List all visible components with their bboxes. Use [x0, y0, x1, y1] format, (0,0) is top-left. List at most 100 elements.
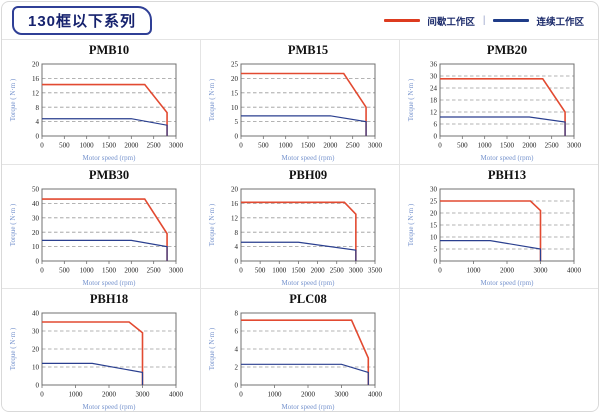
svg-text:Motor speed (rpm): Motor speed (rpm)	[83, 403, 137, 411]
svg-text:Motor speed (rpm): Motor speed (rpm)	[83, 279, 137, 287]
page-title: 130框以下系列	[28, 13, 137, 30]
svg-text:0: 0	[235, 133, 239, 141]
svg-text:20: 20	[231, 75, 239, 83]
svg-text:1000: 1000	[467, 266, 482, 274]
svg-text:3000: 3000	[534, 266, 549, 274]
svg-text:6: 6	[434, 121, 438, 129]
page-title-box: 130框以下系列	[12, 6, 153, 35]
svg-text:0: 0	[36, 257, 40, 265]
svg-text:Motor speed (rpm): Motor speed (rpm)	[282, 403, 336, 411]
svg-text:500: 500	[255, 266, 266, 274]
chart-title: PBH13	[487, 167, 527, 182]
svg-text:20: 20	[32, 61, 40, 69]
svg-text:2500: 2500	[330, 266, 345, 274]
svg-text:Motor speed (rpm): Motor speed (rpm)	[83, 154, 137, 162]
torque-speed-chart-pmb15: 0 5 10 15 20 25 0 500 1000 1500 2000 2500 3000 Motor …	[208, 61, 383, 162]
svg-text:Torque ( N·m ): Torque ( N·m )	[9, 78, 17, 121]
torque-speed-chart-pbh09: 0 4 8 12 16 20 0 500 1000 1500 2000 2500 3000 3500 Mot…	[208, 185, 383, 287]
svg-text:15: 15	[231, 89, 239, 97]
svg-text:8: 8	[235, 310, 239, 318]
svg-text:500: 500	[59, 266, 70, 274]
torque-speed-chart-pbh18: 0 10 20 30 40 0 1000 2000 3000 4000 Motor speed (r…	[9, 310, 184, 411]
svg-text:12: 12	[430, 109, 438, 117]
svg-text:Motor speed (rpm): Motor speed (rpm)	[282, 279, 336, 287]
svg-text:3000: 3000	[169, 266, 184, 274]
svg-text:3000: 3000	[368, 142, 383, 150]
svg-text:0: 0	[36, 133, 40, 141]
svg-text:2500: 2500	[147, 142, 162, 150]
svg-text:2500: 2500	[346, 142, 361, 150]
svg-text:15: 15	[430, 221, 438, 229]
intermittent-line-icon	[384, 19, 421, 22]
svg-text:4: 4	[36, 118, 40, 126]
svg-text:Torque ( N·m ): Torque ( N·m )	[407, 78, 415, 121]
svg-text:500: 500	[258, 142, 269, 150]
svg-text:0: 0	[434, 257, 438, 265]
legend-label: 连续工作区	[536, 16, 584, 28]
chart-title: PMB15	[287, 43, 329, 57]
continuous-line-icon	[493, 19, 530, 22]
chart-cell-pbh13: PBH13 0 5 10 15 20 25 30 0 1000 2000 3000 4000 Motor…	[400, 164, 598, 289]
svg-text:0: 0	[438, 142, 442, 150]
svg-text:2000: 2000	[323, 142, 338, 150]
svg-text:3000: 3000	[169, 142, 184, 150]
chart-grid: PMB10 0 4 8 12 16 20 0 500 1000 1500 2000 2500 3000 M…	[2, 39, 598, 411]
svg-text:Torque ( N·m ): Torque ( N·m )	[9, 327, 17, 370]
svg-text:16: 16	[231, 200, 239, 208]
svg-text:Torque ( N·m ): Torque ( N·m )	[208, 78, 216, 121]
svg-text:0: 0	[239, 142, 243, 150]
svg-text:1000: 1000	[272, 266, 287, 274]
chart-cell-pbh09: PBH09 0 4 8 12 16 20 0 500 1000 1500 2000 2500 3000 3…	[201, 164, 399, 289]
svg-text:2000: 2000	[102, 391, 117, 399]
svg-text:2000: 2000	[301, 391, 316, 399]
svg-text:3000: 3000	[349, 266, 364, 274]
svg-text:1500: 1500	[301, 142, 316, 150]
svg-text:10: 10	[32, 243, 40, 251]
svg-text:40: 40	[32, 200, 40, 208]
chart-cell-pbh18: PBH18 0 10 20 30 40 0 1000 2000 3000 4000 Motor sp…	[2, 289, 200, 411]
svg-text:5: 5	[434, 245, 438, 253]
svg-text:5: 5	[235, 118, 239, 126]
svg-text:0: 0	[239, 391, 243, 399]
chart-title: PBH09	[288, 167, 328, 182]
svg-text:30: 30	[32, 214, 40, 222]
chart-cell-pmb15: PMB15 0 5 10 15 20 25 0 500 1000 1500 2000 2500 3000…	[201, 40, 399, 164]
svg-text:Torque ( N·m ): Torque ( N·m )	[407, 203, 415, 246]
chart-cell-pmb20: PMB20 0 6 12 18 24 30 36 0 500 1000 1500 2000 2500 30…	[400, 40, 598, 164]
svg-text:8: 8	[235, 228, 239, 236]
chart-title: PMB10	[88, 43, 130, 57]
svg-text:16: 16	[32, 75, 40, 83]
svg-text:0: 0	[235, 382, 239, 390]
svg-text:1000: 1000	[478, 142, 493, 150]
chart-cell-pmb30: PMB30 0 10 20 30 40 50 0 500 1000 1500 2000 2500 300…	[2, 164, 200, 289]
legend-item-intermittent: 间歇工作区	[384, 14, 475, 28]
svg-text:4: 4	[235, 243, 239, 251]
svg-text:2500: 2500	[147, 266, 162, 274]
svg-text:3000: 3000	[136, 391, 151, 399]
svg-text:30: 30	[32, 328, 40, 336]
svg-text:30: 30	[430, 185, 438, 193]
svg-text:10: 10	[32, 364, 40, 372]
svg-text:2000: 2000	[500, 266, 515, 274]
svg-text:36: 36	[430, 61, 438, 69]
legend: 间歇工作区 | 连续工作区	[384, 14, 584, 28]
svg-text:24: 24	[430, 85, 438, 93]
svg-text:2: 2	[235, 364, 239, 372]
svg-text:18: 18	[430, 97, 438, 105]
svg-text:40: 40	[32, 310, 40, 318]
chart-title: PLC08	[289, 292, 327, 307]
empty-cell	[400, 289, 598, 411]
svg-text:20: 20	[32, 228, 40, 236]
svg-text:2000: 2000	[311, 266, 326, 274]
chart-cell-pmb10: PMB10 0 4 8 12 16 20 0 500 1000 1500 2000 2500 3000 M…	[2, 40, 200, 164]
svg-text:4000: 4000	[169, 391, 184, 399]
svg-text:1500: 1500	[291, 266, 306, 274]
svg-text:2000: 2000	[522, 142, 537, 150]
svg-text:1500: 1500	[102, 266, 117, 274]
svg-text:4000: 4000	[567, 266, 582, 274]
svg-text:0: 0	[239, 266, 243, 274]
torque-speed-chart-pbh13: 0 5 10 15 20 25 30 0 1000 2000 3000 4000 Motor speed…	[407, 185, 582, 286]
svg-text:Torque ( N·m ): Torque ( N·m )	[208, 203, 216, 246]
